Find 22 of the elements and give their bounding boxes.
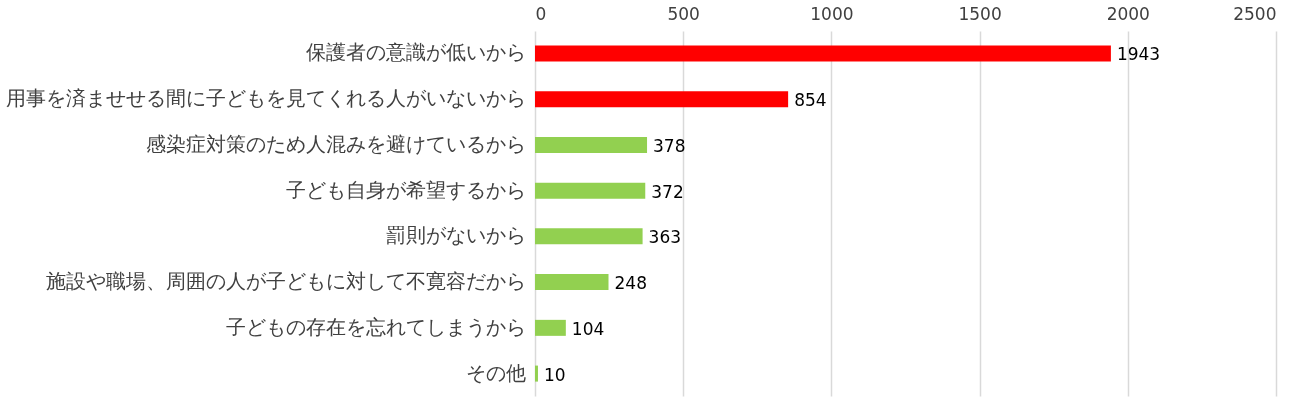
y-tick-label: 施設や職場、周囲の人が子どもに対して不寛容だから [45, 269, 526, 294]
x-tick-label: 1000 [810, 3, 854, 24]
data-label: 378 [653, 135, 686, 156]
y-tick-label: その他 [465, 360, 526, 385]
x-tick-label: 0 [535, 3, 547, 24]
y-tick-label: 用事を済ませせる間に子どもを見てくれる人がいないから [5, 86, 526, 111]
x-tick-label: 2500 [1233, 3, 1277, 24]
data-label: 854 [794, 90, 827, 111]
y-tick-label: 子ども自身が希望するから [285, 177, 526, 202]
x-tick-label: 500 [667, 3, 700, 24]
x-tick-label: 2000 [1106, 3, 1150, 24]
data-label: 363 [648, 227, 682, 248]
y-tick-label: 感染症対策のため人混みを避けているから [145, 131, 526, 156]
data-label: 10 [543, 364, 566, 385]
x-tick-label: 1500 [958, 3, 1002, 24]
data-label: 104 [571, 318, 605, 339]
y-tick-label: 子どもの存在を忘れてしまうから [225, 314, 526, 339]
y-tick-label: 保護者の意識が低いから [305, 40, 526, 65]
y-tick-label: 罰則がないから [385, 223, 526, 248]
data-label: 1943 [1116, 44, 1161, 65]
data-label: 372 [651, 181, 684, 202]
data-label: 248 [614, 273, 647, 294]
